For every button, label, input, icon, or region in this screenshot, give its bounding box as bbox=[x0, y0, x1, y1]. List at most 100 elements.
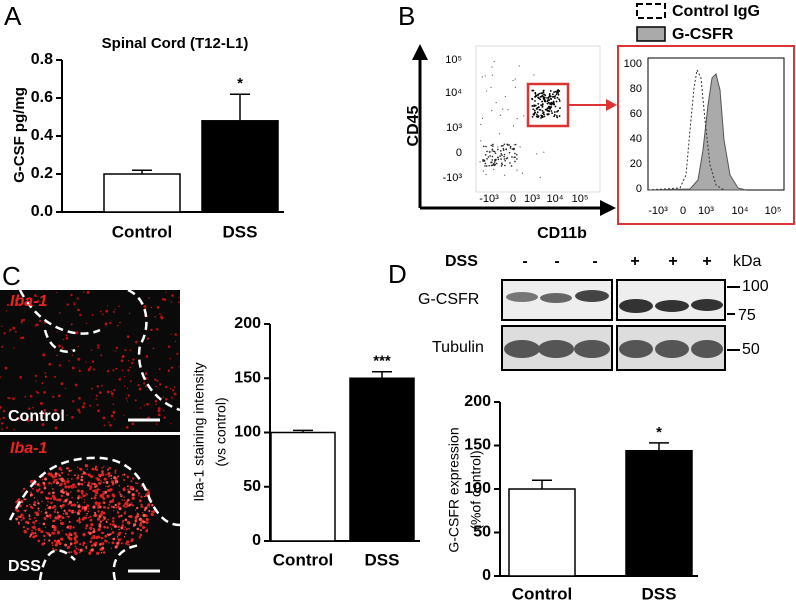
band bbox=[538, 340, 574, 358]
stain-signal bbox=[18, 303, 21, 305]
stain-signal bbox=[109, 423, 112, 427]
stain-signal bbox=[139, 533, 142, 537]
stain-signal bbox=[41, 382, 44, 385]
stain-signal bbox=[126, 400, 129, 402]
stain-signal bbox=[118, 485, 121, 487]
stain-signal bbox=[137, 492, 141, 495]
stain-signal bbox=[72, 483, 76, 487]
stain-signal bbox=[66, 480, 69, 484]
tick-label: 10⁴ bbox=[732, 205, 749, 217]
stain-signal bbox=[106, 506, 110, 510]
event-dot bbox=[499, 155, 501, 157]
stain-signal bbox=[96, 551, 100, 555]
stain-signal bbox=[66, 515, 68, 518]
event-dot bbox=[537, 93, 539, 96]
legend-label: Control IgG bbox=[672, 3, 760, 20]
stain-signal bbox=[20, 336, 23, 340]
stain-signal bbox=[48, 539, 51, 542]
event-dot bbox=[557, 93, 560, 96]
stain-signal bbox=[54, 426, 58, 430]
stain-signal bbox=[142, 511, 144, 514]
event-dot bbox=[543, 113, 545, 116]
stain-signal bbox=[142, 525, 146, 529]
stain-signal bbox=[123, 473, 126, 476]
event-dot bbox=[553, 91, 555, 94]
event-dot bbox=[541, 100, 544, 103]
stain-signal bbox=[164, 385, 168, 389]
gate-arrow-head bbox=[606, 99, 617, 111]
stain-signal bbox=[75, 331, 79, 335]
event-dot bbox=[531, 98, 534, 101]
x-tick-label: Control bbox=[273, 550, 333, 569]
stain-signal bbox=[51, 475, 55, 479]
bar bbox=[201, 120, 279, 213]
bands bbox=[504, 290, 723, 358]
event-dot bbox=[541, 109, 544, 112]
event-dot bbox=[508, 151, 511, 154]
event-dot bbox=[507, 109, 509, 111]
stain-signal bbox=[136, 514, 139, 517]
stain-signal bbox=[26, 298, 29, 301]
stain-signal bbox=[62, 488, 64, 491]
stain-signal bbox=[148, 506, 150, 508]
stain-signal bbox=[102, 466, 105, 468]
stain-signal bbox=[125, 541, 128, 543]
stain-signal bbox=[69, 544, 72, 547]
flow-histogram: 100 80 60 40 20 0 -10³ 0 10³ 10⁴ 10⁵ Con… bbox=[617, 3, 795, 225]
stain-signal bbox=[71, 366, 75, 370]
stain-signal bbox=[45, 514, 49, 518]
stain-signal bbox=[83, 501, 86, 504]
x-tick-label: DSS bbox=[642, 584, 677, 603]
stain-signal bbox=[121, 524, 124, 527]
stain-signal bbox=[112, 537, 116, 541]
stain-signal bbox=[37, 510, 39, 512]
stain-signal bbox=[78, 551, 81, 554]
stain-signal bbox=[158, 368, 161, 371]
event-dot bbox=[504, 164, 506, 167]
stain-signal bbox=[87, 481, 91, 485]
event-dot bbox=[493, 60, 495, 63]
stain-signal bbox=[129, 380, 132, 383]
stain-signal bbox=[163, 298, 167, 301]
event-dot bbox=[535, 94, 538, 97]
event-dot bbox=[491, 161, 493, 164]
stain-signal bbox=[28, 407, 31, 410]
stain-signal bbox=[57, 531, 60, 535]
stain-signal bbox=[143, 305, 147, 308]
stain-signal bbox=[116, 324, 119, 327]
stain-signal bbox=[23, 498, 26, 501]
stain-signal bbox=[40, 530, 44, 534]
stain-signal bbox=[61, 505, 64, 508]
stain-signal bbox=[67, 478, 69, 480]
stain-signal bbox=[82, 541, 86, 545]
event-dot bbox=[556, 110, 558, 113]
event-dot bbox=[488, 164, 491, 167]
stain-signal bbox=[117, 515, 121, 518]
stain-signal bbox=[108, 503, 111, 506]
stain-signal bbox=[80, 489, 84, 494]
stain-signal bbox=[34, 519, 38, 523]
y-tick-label: 50 bbox=[243, 478, 261, 495]
stain-signal bbox=[44, 375, 47, 378]
stain-signal bbox=[80, 478, 84, 482]
stain-signal bbox=[110, 414, 114, 418]
stain-signal bbox=[104, 534, 108, 538]
stain-signal bbox=[22, 487, 26, 491]
stain-signal bbox=[44, 412, 47, 416]
stain-signal bbox=[124, 518, 128, 522]
stain-signal bbox=[66, 492, 70, 496]
stain-signal bbox=[105, 540, 108, 543]
stain-signal bbox=[3, 332, 6, 335]
stain-signal bbox=[2, 416, 5, 420]
stain-signal bbox=[34, 534, 38, 538]
stain-signal bbox=[119, 321, 121, 324]
stain-signal bbox=[77, 548, 80, 551]
stain-signal bbox=[131, 361, 134, 365]
event-dot bbox=[523, 115, 525, 117]
stain-signal bbox=[34, 324, 37, 327]
event-dot bbox=[504, 174, 506, 176]
stain-signal bbox=[106, 468, 109, 471]
stain-signal bbox=[24, 396, 27, 398]
band bbox=[506, 292, 538, 302]
stain-signal bbox=[165, 398, 168, 401]
